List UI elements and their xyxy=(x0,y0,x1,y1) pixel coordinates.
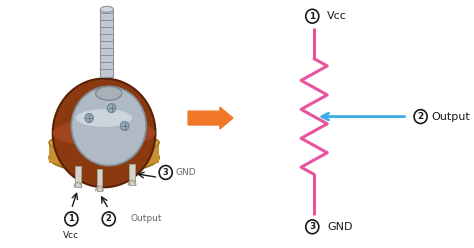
Text: GND: GND xyxy=(175,168,196,177)
Text: 3: 3 xyxy=(309,222,315,231)
Circle shape xyxy=(107,104,116,113)
Text: Output: Output xyxy=(130,215,162,223)
Circle shape xyxy=(53,79,155,187)
Text: Output: Output xyxy=(432,112,471,122)
Text: 3: 3 xyxy=(163,168,169,177)
Bar xyxy=(129,163,135,185)
Circle shape xyxy=(306,220,319,234)
Circle shape xyxy=(159,165,172,179)
Circle shape xyxy=(72,86,146,165)
Text: Vcc: Vcc xyxy=(327,11,347,21)
Circle shape xyxy=(414,110,427,124)
Circle shape xyxy=(102,212,115,226)
Ellipse shape xyxy=(49,132,159,154)
Ellipse shape xyxy=(76,109,132,127)
Text: 2: 2 xyxy=(106,215,112,223)
Circle shape xyxy=(65,212,78,226)
Circle shape xyxy=(120,122,129,130)
Ellipse shape xyxy=(100,6,113,12)
Text: Vcc: Vcc xyxy=(64,231,80,240)
FancyArrow shape xyxy=(188,107,233,129)
Ellipse shape xyxy=(96,86,122,100)
Bar xyxy=(97,169,102,191)
Bar xyxy=(49,143,159,162)
Text: 1: 1 xyxy=(68,215,74,223)
Text: 1: 1 xyxy=(309,12,315,21)
Circle shape xyxy=(306,9,319,23)
Text: 2: 2 xyxy=(418,112,424,121)
Ellipse shape xyxy=(49,143,159,172)
Circle shape xyxy=(85,114,93,123)
Ellipse shape xyxy=(53,119,155,147)
Bar xyxy=(100,9,113,77)
Text: GND: GND xyxy=(327,222,353,232)
Bar xyxy=(75,165,81,187)
